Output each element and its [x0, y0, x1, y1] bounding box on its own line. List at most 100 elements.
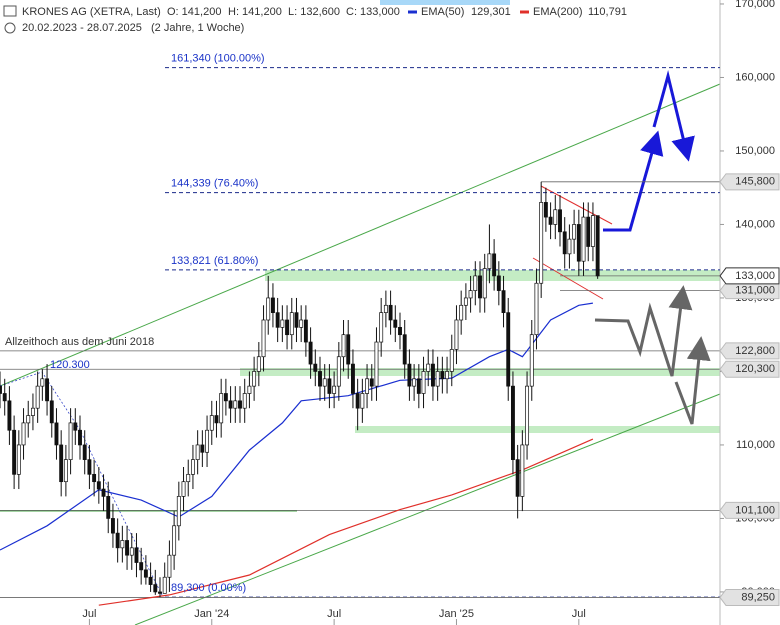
trend-line: [134, 393, 721, 625]
quote: C: 133,000: [346, 6, 400, 18]
price-box: [719, 267, 780, 285]
legend-label: EMA(200): [533, 6, 583, 18]
annotation: 120.300: [50, 359, 90, 371]
candle-body: [2, 393, 7, 402]
candle-body: [0, 385, 2, 394]
candle-body: [350, 363, 355, 394]
candle-body: [73, 422, 78, 431]
candle-body: [445, 371, 450, 380]
price-box: [719, 173, 780, 191]
candle-body: [360, 393, 365, 409]
candle-body: [172, 525, 177, 556]
candle-body: [534, 282, 539, 336]
candle-body: [520, 444, 525, 497]
candle-body: [40, 378, 45, 387]
price-box: [719, 588, 780, 606]
candle-body: [327, 378, 332, 394]
candle-body: [21, 422, 26, 446]
clock-icon: [4, 22, 16, 34]
x-tick-label: Jan '24: [194, 608, 229, 620]
x-tick-label: Jan '25: [439, 608, 474, 620]
candle-body: [567, 238, 572, 255]
candle-body: [82, 444, 87, 460]
candle-body: [148, 576, 153, 585]
candle-body: [374, 341, 379, 387]
candle-body: [110, 518, 115, 534]
candle-body: [186, 473, 191, 483]
swing-line: [0, 371, 164, 598]
candle-body: [49, 400, 54, 424]
candle-body: [285, 319, 290, 336]
candle-body: [299, 319, 304, 328]
candle-body: [26, 415, 31, 424]
fib-label: 144,339 (76.40%): [171, 177, 258, 189]
x-tick-label: Jul: [572, 608, 586, 620]
candle-body: [562, 231, 567, 255]
candle-body: [355, 393, 360, 409]
quote: O: 141,200: [167, 6, 221, 18]
trend-line: [0, 83, 721, 387]
arrow: [594, 285, 693, 377]
candle-body: [595, 215, 600, 277]
candle-body: [54, 422, 59, 446]
candle-body: [158, 591, 162, 594]
title: KRONES AG (XETRA, Last): [22, 6, 161, 18]
candle-body: [440, 371, 445, 380]
candle-body: [45, 378, 50, 402]
legend-label: EMA(50): [421, 6, 464, 18]
price-label: 131,000: [735, 285, 775, 297]
candle-body: [280, 319, 285, 328]
price-box: [719, 360, 780, 378]
selection-bar: [380, 0, 510, 5]
candle-body: [459, 304, 464, 321]
candle-body: [426, 363, 431, 372]
candle-body: [223, 393, 228, 402]
price-box: [719, 501, 780, 519]
candle-body: [313, 363, 318, 372]
x-tick-label: Jul: [82, 608, 96, 620]
candle-body: [7, 400, 12, 431]
candle-body: [139, 562, 144, 571]
candle-body: [219, 393, 224, 424]
candle-body: [242, 393, 247, 409]
annotation: Allzeithoch aus dem Juni 2018: [5, 336, 154, 348]
candle-body: [539, 202, 544, 284]
candle-body: [195, 444, 200, 460]
candle-body: [30, 407, 35, 416]
candle-body: [383, 304, 388, 313]
price-label: 133,000: [735, 270, 775, 282]
candle-body: [365, 378, 370, 394]
candle-body: [482, 268, 487, 299]
candle-body: [576, 224, 581, 262]
candle-body: [303, 319, 308, 343]
candle-body: [12, 429, 17, 475]
candle-body: [134, 547, 139, 563]
candle-body: [205, 429, 210, 453]
candle-body: [510, 385, 515, 460]
candle-body: [548, 216, 553, 225]
candle-body: [176, 496, 181, 527]
candle-body: [181, 481, 186, 497]
candle-body: [586, 216, 591, 247]
candle-body: [421, 371, 426, 394]
candle-body: [167, 554, 172, 578]
price-box: [719, 282, 780, 300]
candle-body: [190, 459, 195, 475]
period: 20.02.2023 - 28.07.2025: [22, 22, 142, 34]
candle-body: [341, 334, 346, 358]
candle-body: [473, 275, 478, 291]
candle-body: [261, 319, 266, 358]
legend-value: 129,301: [471, 6, 511, 18]
candle-body: [430, 363, 435, 387]
y-tick-label: 110,000: [736, 439, 775, 451]
candle-body: [96, 481, 101, 490]
fib-label: 133,821 (61.80%): [171, 255, 258, 267]
fib-label: 161,340 (100.00%): [171, 53, 265, 65]
candle-body: [553, 209, 558, 225]
y-tick-label: 150,000: [735, 145, 775, 157]
candle-body: [294, 312, 299, 328]
candle-body: [506, 312, 511, 387]
price-label: 101,100: [735, 504, 775, 516]
candle-body: [106, 496, 111, 519]
